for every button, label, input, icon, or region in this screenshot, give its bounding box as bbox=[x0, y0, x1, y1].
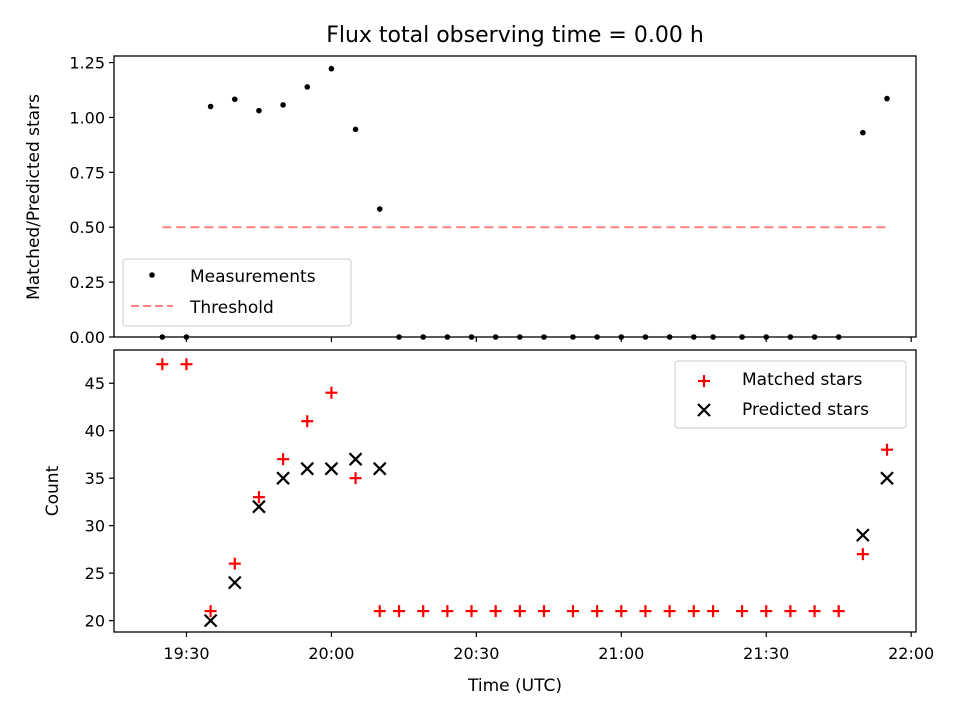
matched-star-point bbox=[180, 358, 193, 371]
y-tick-label: 45 bbox=[85, 374, 105, 393]
measurement-point bbox=[256, 107, 262, 114]
x-tick-label: 21:00 bbox=[598, 644, 644, 663]
matched-star-point bbox=[591, 605, 604, 618]
predicted-star-point bbox=[856, 528, 870, 542]
x-tick-label: 19:30 bbox=[163, 644, 209, 663]
measurement-point bbox=[280, 102, 286, 108]
matched-star-point bbox=[615, 605, 628, 618]
y-tick-label: 0.75 bbox=[69, 163, 105, 182]
measurement-point bbox=[207, 103, 214, 110]
figure-title: Flux total observing time = 0.00 h bbox=[326, 23, 704, 48]
measurement-point bbox=[304, 84, 311, 90]
x-tick-label: 21:30 bbox=[743, 644, 789, 663]
x-tick-label: 22:00 bbox=[888, 644, 934, 663]
x-tick-label: 20:30 bbox=[453, 644, 499, 663]
matched-star-point bbox=[832, 605, 845, 618]
matched-star-point bbox=[489, 605, 502, 618]
matched-star-point bbox=[513, 605, 526, 618]
y-tick-label: 1.00 bbox=[69, 108, 105, 127]
matched-star-point bbox=[760, 605, 773, 618]
measurement-point bbox=[328, 65, 335, 72]
predicted-star-point bbox=[276, 471, 290, 485]
bottom-series-layer bbox=[156, 358, 894, 628]
x-tick-label: 20:00 bbox=[308, 644, 354, 663]
matched-star-point bbox=[784, 605, 797, 618]
matched-star-point bbox=[301, 415, 314, 428]
predicted-star-point bbox=[324, 461, 339, 476]
legend-label-measurements: Measurements bbox=[190, 267, 316, 287]
measurement-point bbox=[352, 126, 359, 133]
predicted-star-point bbox=[228, 575, 242, 590]
matched-star-point bbox=[204, 605, 217, 618]
y-tick-label: 0.25 bbox=[69, 273, 105, 292]
matched-star-point bbox=[373, 605, 386, 618]
top-series-layer bbox=[159, 65, 890, 340]
matched-star-point bbox=[687, 605, 700, 618]
matched-star-point bbox=[856, 548, 869, 561]
legend-label-threshold: Threshold bbox=[189, 298, 274, 318]
bottom-y-axis-label: Count bbox=[43, 465, 63, 516]
bottom-panel: 20 25 30 35 40 45 19:30 20:00 20:30 21:00 21:30 22… bbox=[43, 349, 934, 696]
x-axis-label: Time (UTC) bbox=[467, 676, 562, 696]
measurement-point bbox=[884, 95, 890, 102]
top-y-ticks: 0.00 0.25 0.50 0.75 1.00 1.25 bbox=[69, 54, 114, 347]
legend-x-marker bbox=[697, 403, 711, 417]
matched-star-point bbox=[417, 605, 430, 618]
y-tick-label: 0.50 bbox=[69, 218, 105, 237]
matched-star-point bbox=[808, 605, 821, 618]
legend-label-predicted-stars: Predicted stars bbox=[742, 400, 869, 420]
matched-star-point bbox=[325, 386, 338, 399]
top-y-axis-label: Matched/Predicted stars bbox=[24, 94, 44, 300]
matched-star-point bbox=[881, 443, 894, 456]
bottom-axes-frame bbox=[113, 349, 917, 633]
matched-star-point bbox=[441, 605, 454, 618]
y-tick-label: 40 bbox=[85, 422, 105, 441]
matched-star-point bbox=[707, 605, 720, 618]
y-tick-label: 1.25 bbox=[69, 54, 105, 73]
top-panel: 0.00 0.25 0.50 0.75 1.00 1.25 Matched/Predict… bbox=[24, 54, 917, 347]
y-tick-label: 30 bbox=[85, 517, 105, 536]
predicted-star-point bbox=[372, 461, 387, 476]
top-axes-frame bbox=[113, 55, 917, 338]
legend-dot-marker bbox=[149, 272, 155, 278]
matched-star-point bbox=[537, 605, 550, 618]
measurement-point bbox=[231, 96, 238, 103]
matched-star-point bbox=[465, 605, 478, 618]
y-tick-label: 35 bbox=[85, 469, 105, 488]
y-tick-label: 0.00 bbox=[69, 328, 105, 347]
predicted-star-point bbox=[348, 452, 363, 466]
bottom-legend: Matched stars Predicted stars bbox=[674, 360, 907, 429]
predicted-star-point bbox=[252, 499, 266, 514]
matched-star-point bbox=[277, 453, 290, 466]
y-tick-label: 20 bbox=[85, 612, 105, 631]
matched-star-point bbox=[566, 605, 579, 618]
predicted-star-point bbox=[300, 461, 315, 476]
predicted-star-point bbox=[880, 471, 894, 485]
matched-star-point bbox=[349, 472, 362, 485]
measurement-point bbox=[860, 129, 866, 136]
bottom-x-ticks: 19:30 20:00 20:30 21:00 21:30 22:00 bbox=[163, 632, 934, 663]
matched-star-point bbox=[663, 605, 676, 618]
matched-star-point bbox=[156, 358, 169, 371]
matched-star-point bbox=[393, 605, 406, 618]
matched-star-point bbox=[228, 557, 241, 570]
y-tick-label: 25 bbox=[85, 564, 105, 583]
top-legend-box bbox=[122, 258, 352, 327]
matched-star-point bbox=[639, 605, 652, 618]
legend-plus-marker bbox=[698, 375, 710, 387]
top-legend: Measurements Threshold bbox=[122, 258, 352, 327]
matched-star-point bbox=[252, 491, 265, 504]
matched-star-point bbox=[736, 605, 749, 618]
bottom-legend-box bbox=[674, 360, 907, 429]
measurement-point bbox=[376, 206, 383, 212]
predicted-star-point bbox=[203, 613, 218, 628]
legend-label-matched-stars: Matched stars bbox=[742, 370, 862, 390]
bottom-y-ticks: 20 25 30 35 40 45 bbox=[85, 374, 114, 631]
